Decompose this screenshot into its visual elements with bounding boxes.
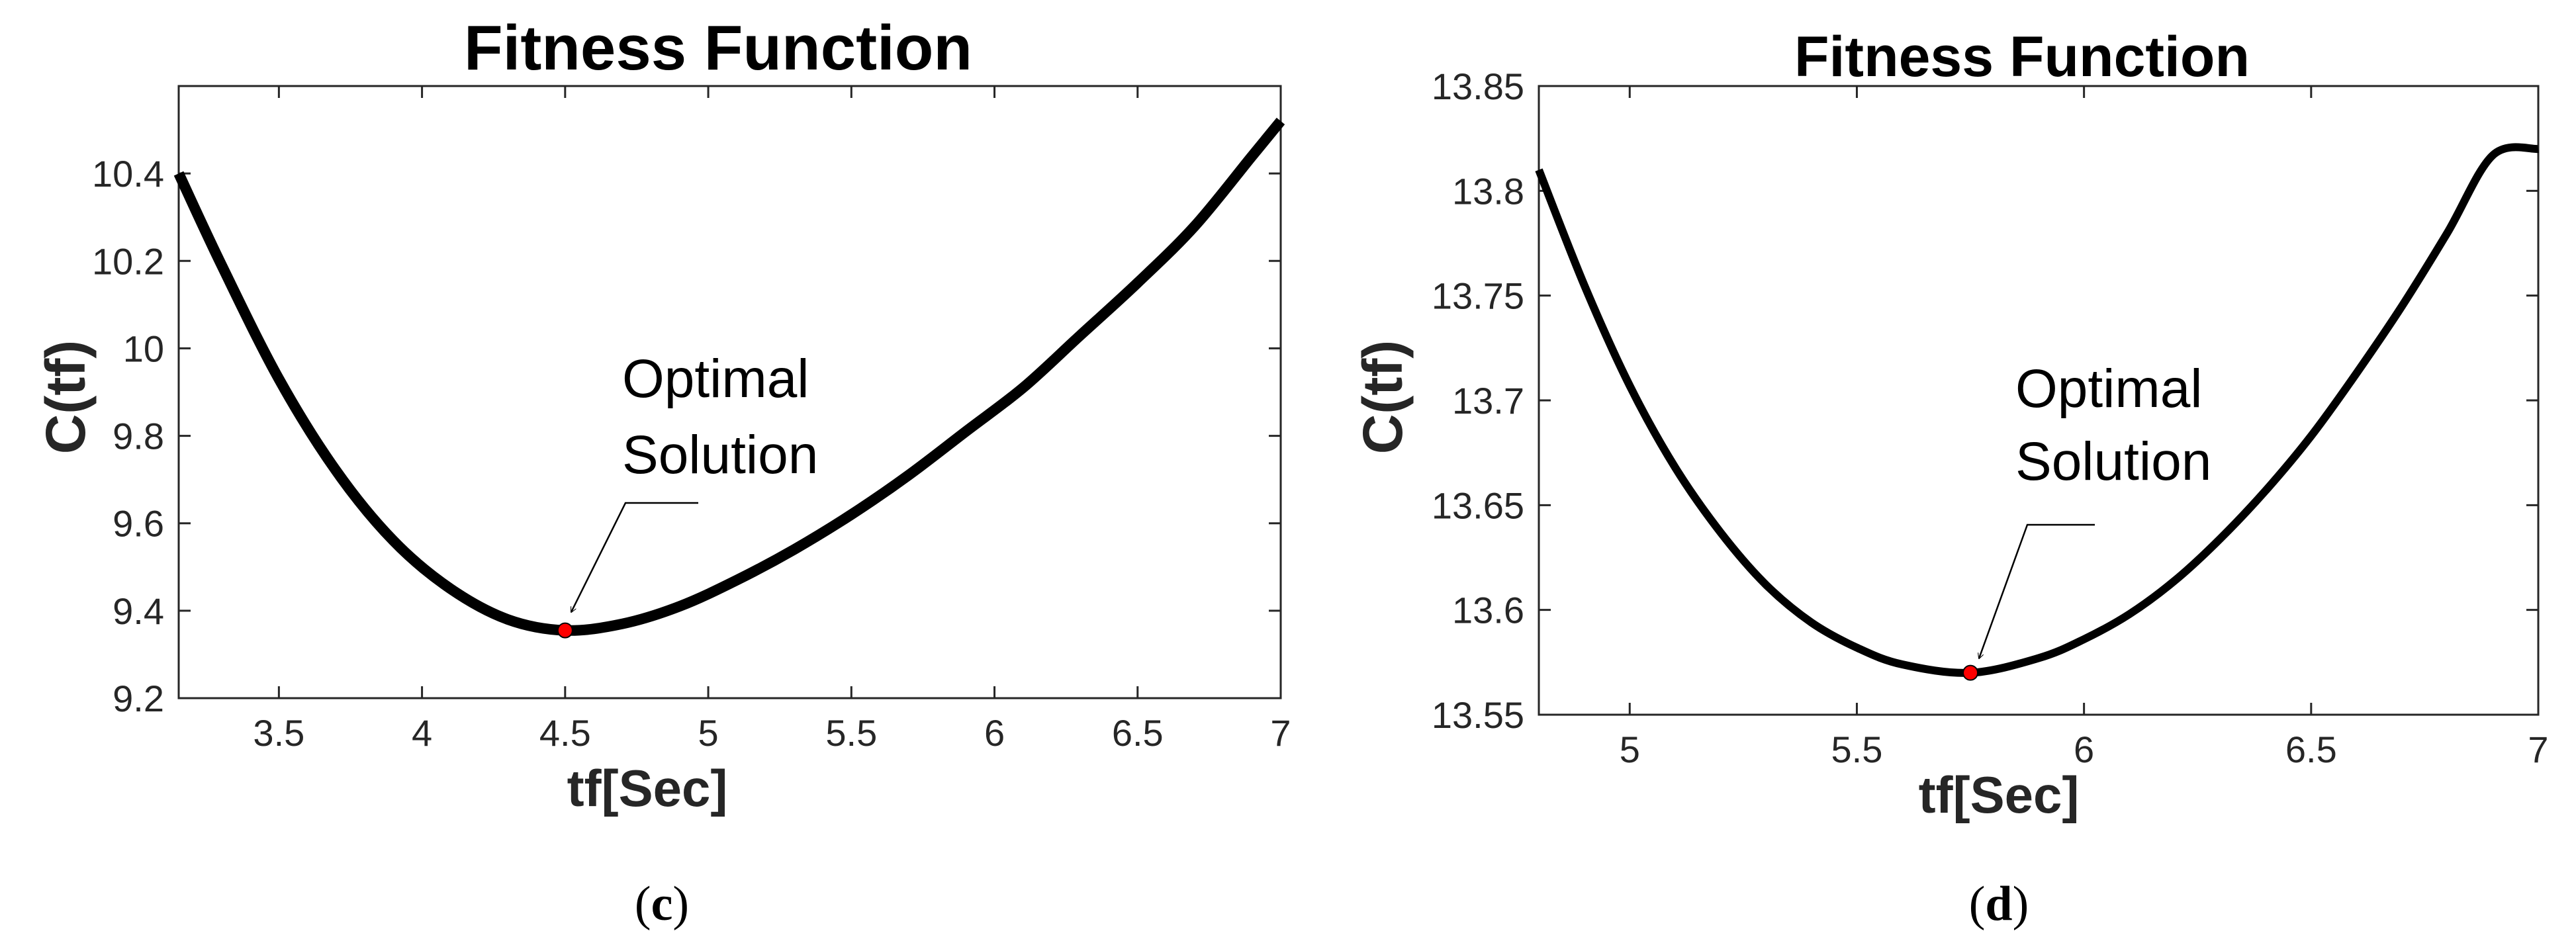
y-axis-ticks: 9.2 9.4 9.6 9.8 10 10.2 10.4 <box>92 153 1281 719</box>
annotation-line-1: Optimal <box>2015 359 2203 419</box>
annotation-line-2: Solution <box>622 425 818 485</box>
panel-label-d: (d) <box>1969 877 2029 931</box>
fitness-curve <box>1535 143 2539 677</box>
x-tick-label: 7 <box>1270 712 1291 754</box>
annotation-text: Optimal Solution <box>622 349 824 485</box>
x-tick-label: 6.5 <box>2285 729 2337 770</box>
annotation-leader <box>570 502 698 612</box>
plot-area-frame <box>177 85 1282 699</box>
y-tick-label: 9.4 <box>113 590 164 632</box>
y-tick-label: 13.6 <box>1452 590 1524 631</box>
y-tick-label: 9.6 <box>113 503 164 545</box>
x-tick-label: 6.5 <box>1112 712 1164 754</box>
x-tick-label: 6 <box>2074 729 2094 770</box>
chart-panel-d: Fitness Function 5 5.5 6 6.5 7 13.55 13.6 13.6… <box>1352 25 2549 931</box>
x-axis-ticks: 5 5.5 6 6.5 7 <box>1620 86 2549 770</box>
y-tick-label: 9.2 <box>113 678 164 719</box>
chart-panel-c: Fitness Function 3.5 4 4.5 5 5.5 6 6.5 7 9.2 9.4… <box>34 13 1291 931</box>
y-tick-label: 13.55 <box>1432 694 1524 736</box>
optimal-solution-marker <box>1962 664 1979 681</box>
chart-title: Fitness Function <box>1794 25 2250 89</box>
y-tick-label: 13.65 <box>1432 484 1524 526</box>
annotation-line-1: Optimal <box>622 349 809 409</box>
optimal-solution-marker <box>557 622 573 639</box>
x-tick-label: 3.5 <box>253 712 304 754</box>
x-tick-label: 4.5 <box>539 712 591 754</box>
annotation-leader <box>1979 523 2095 658</box>
x-axis-ticks: 3.5 4 4.5 5 5.5 6 6.5 7 <box>253 86 1291 754</box>
y-tick-label: 13.7 <box>1452 380 1524 422</box>
y-tick-label: 9.8 <box>113 416 164 457</box>
x-tick-label: 4 <box>412 712 432 754</box>
x-tick-label: 6 <box>984 712 1005 754</box>
y-tick-label: 13.8 <box>1452 170 1524 212</box>
y-axis-ticks: 13.55 13.6 13.65 13.7 13.75 13.8 13.85 <box>1432 66 2538 736</box>
fitness-curve <box>173 117 1285 636</box>
y-tick-label: 10.4 <box>92 153 164 195</box>
x-axis-label: tf[Sec] <box>1919 766 2080 824</box>
y-tick-label: 10.2 <box>92 240 164 282</box>
y-tick-label: 13.85 <box>1432 66 1524 107</box>
annotation-line-2: Solution <box>2015 431 2211 492</box>
y-tick-label: 10 <box>123 328 164 369</box>
annotation-text: Optimal Solution <box>2015 359 2217 492</box>
y-tick-label: 13.75 <box>1432 275 1524 317</box>
x-tick-label: 7 <box>2528 729 2548 770</box>
y-axis-label: C(tf) <box>34 340 97 455</box>
x-tick-label: 5 <box>1620 729 1640 770</box>
x-tick-label: 5 <box>698 712 718 754</box>
chart-title: Fitness Function <box>464 13 972 83</box>
x-axis-label: tf[Sec] <box>567 759 728 817</box>
x-tick-label: 5.5 <box>825 712 877 754</box>
panel-label-c: (c) <box>635 877 689 931</box>
y-axis-label: C(tf) <box>1352 340 1414 455</box>
x-tick-label: 5.5 <box>1831 729 1883 770</box>
